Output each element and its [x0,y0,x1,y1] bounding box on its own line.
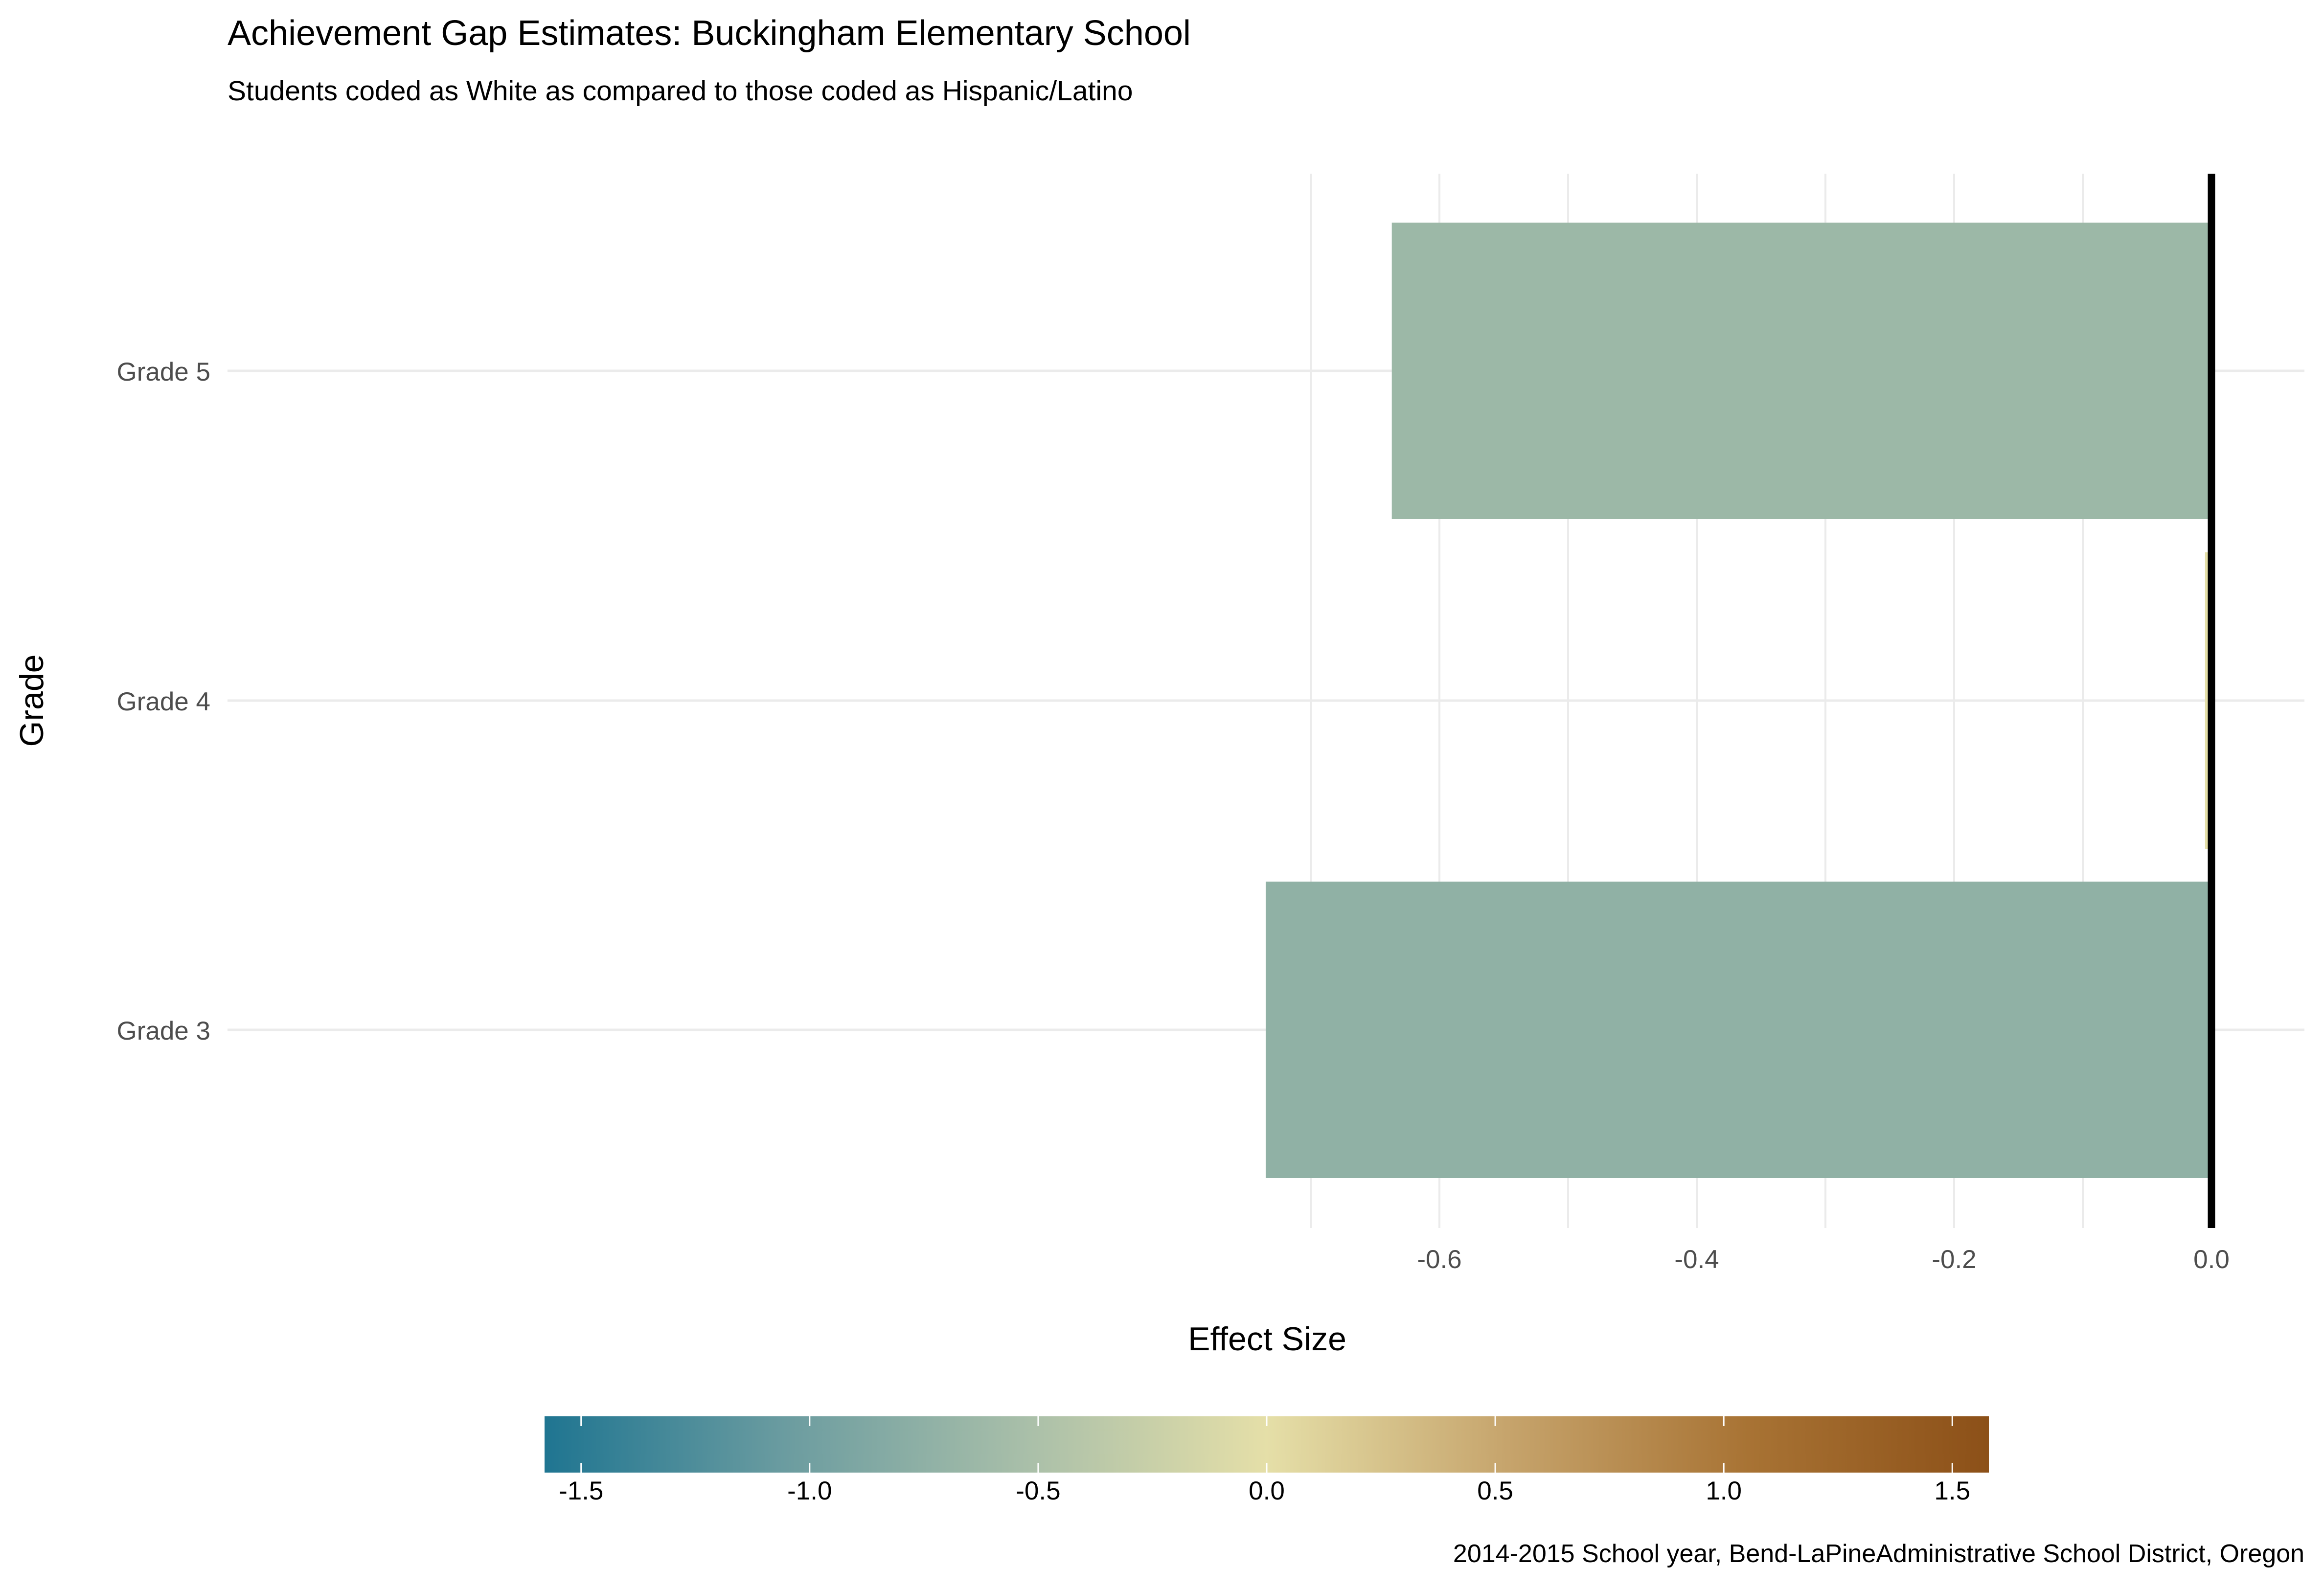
x-tick-labels: -0.6 -0.4 -0.2 0.0 [1417,1245,2230,1274]
plot-panel: Grade 3 Grade 4 Grade 5 -0.6 -0.4 -0.2 0.0 [116,174,2304,1274]
chart-title: Achievement Gap Estimates: Buckingham El… [228,14,1191,53]
y-axis-title: Grade [13,655,50,747]
bars [1265,223,2212,1178]
colorbar-tick-labels: -1.5 -1.0 -0.5 0.0 0.5 1.0 1.5 [559,1476,1970,1505]
x-tick-label: -0.2 [1932,1245,1976,1274]
colorbar-tick-label: 0.5 [1477,1476,1513,1505]
y-tick-label: Grade 4 [116,687,210,716]
bar-grade-5 [1391,223,2211,519]
colorbar-ticks [580,1416,1953,1473]
y-tick-label: Grade 5 [116,358,210,386]
y-tick-labels: Grade 3 Grade 4 Grade 5 [116,358,210,1045]
bar-grade-3 [1265,882,2211,1178]
colorbar-tick-label: 1.5 [1934,1476,1970,1505]
x-axis-title: Effect Size [1188,1320,1346,1358]
y-tick-label: Grade 3 [116,1017,210,1045]
chart-caption: 2014-2015 School year, Bend-LaPineAdmini… [1453,1540,2304,1568]
color-legend: -1.5 -1.0 -0.5 0.0 0.5 1.0 1.5 [545,1416,1989,1505]
x-tick-label: 0.0 [2193,1245,2230,1274]
colorbar-tick-label: -1.0 [787,1476,832,1505]
x-tick-label: -0.6 [1417,1245,1461,1274]
chart-subtitle: Students coded as White as compared to t… [228,75,1133,107]
colorbar-tick-label: 0.0 [1249,1476,1285,1505]
colorbar-tick-label: -0.5 [1016,1476,1060,1505]
colorbar-tick-label: 1.0 [1706,1476,1742,1505]
x-tick-label: -0.4 [1674,1245,1719,1274]
colorbar-tick-label: -1.5 [559,1476,603,1505]
